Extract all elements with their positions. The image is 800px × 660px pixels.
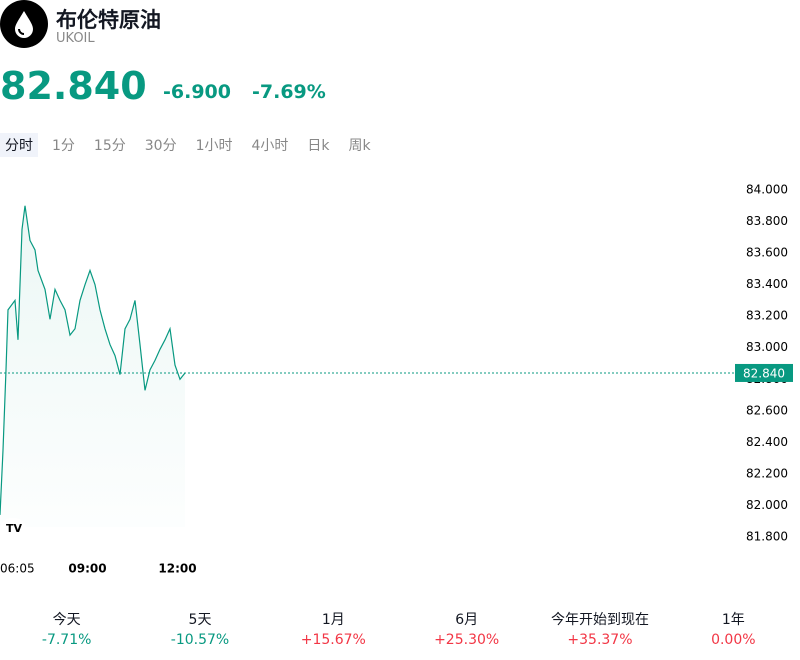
perf-label: 今天 — [52, 612, 81, 628]
perf-item: 5天 -10.57% — [133, 610, 266, 650]
perf-item: 1月 +15.67% — [267, 610, 400, 650]
y-tick-label: 82.400 — [746, 435, 788, 449]
tabs: 分时 1分 15分 30分 1小时 4小时 日k 周k — [0, 133, 385, 157]
change-pct: -7.69% — [252, 81, 326, 103]
perf-value: +35.37% — [567, 632, 633, 648]
svg-text:TV: TV — [6, 522, 23, 535]
x-tick-label: 06:05 — [0, 562, 35, 576]
logo: TV — [0, 518, 26, 540]
line — [0, 205, 186, 515]
perf-item: 今年开始到现在 +35.37% — [533, 610, 666, 650]
perf-item: 6月 +25.30% — [400, 610, 533, 650]
perf-value: -10.57% — [170, 632, 230, 648]
tab[interactable]: 4小时 — [251, 138, 289, 154]
perf-label: 5天 — [188, 612, 212, 628]
tab[interactable]: 日k — [307, 138, 330, 154]
price: 82.840 — [0, 64, 147, 108]
y-tick-label: 83.200 — [746, 309, 788, 323]
perf-value: +25.30% — [434, 632, 500, 648]
y-tick-label: 84.000 — [746, 183, 788, 197]
perf-value: -7.71% — [41, 632, 92, 648]
x-tick-label: 12:00 — [158, 562, 196, 576]
icon — [0, 0, 48, 48]
chart: 84.000 83.800 83.600 83.400 83.200 83.000 82.8… — [0, 183, 793, 576]
last-price-box — [735, 363, 793, 382]
title: 布伦特原油 — [56, 8, 161, 32]
perf-value: +15.67% — [300, 632, 366, 648]
y-tick-label: 83.000 — [746, 340, 788, 354]
symbol: UKOIL — [56, 31, 95, 46]
y-tick-label: 83.800 — [746, 214, 788, 228]
tab[interactable]: 周k — [348, 138, 371, 154]
area — [0, 205, 185, 527]
perf-label: 今年开始到现在 — [550, 612, 649, 628]
tab[interactable]: 30分 — [144, 138, 177, 154]
perf-value: 0.00% — [711, 632, 756, 648]
y-tick-label: 83.400 — [746, 277, 788, 291]
x-tick-label: 09:00 — [68, 562, 106, 576]
y-tick-label: 82.200 — [746, 466, 788, 480]
y-tick-label: 81.800 — [746, 530, 788, 544]
perf-label: 6月 — [455, 612, 479, 628]
tab[interactable]: 分时 — [0, 133, 38, 157]
y-tick-label: 82.600 — [746, 403, 788, 417]
perf-label: 1年 — [721, 612, 745, 628]
perf-label: 1月 — [321, 612, 345, 628]
tab[interactable]: 1分 — [52, 138, 75, 154]
tab[interactable]: 15分 — [93, 138, 126, 154]
perf-item: 今天 -7.71% — [0, 610, 133, 650]
y-tick-label: 83.600 — [746, 246, 788, 260]
performance: 今天 -7.71% 5天 -10.57% 1月 +15.67% 6月 +25.30% 今年开始到… — [0, 610, 800, 650]
perf-item: 1年 0.00% — [667, 610, 800, 650]
change: -6.900 — [163, 81, 231, 103]
y-tick-label: 82.000 — [746, 498, 788, 512]
tab[interactable]: 1小时 — [195, 138, 233, 154]
last-price-label: 82.840 — [743, 366, 785, 380]
